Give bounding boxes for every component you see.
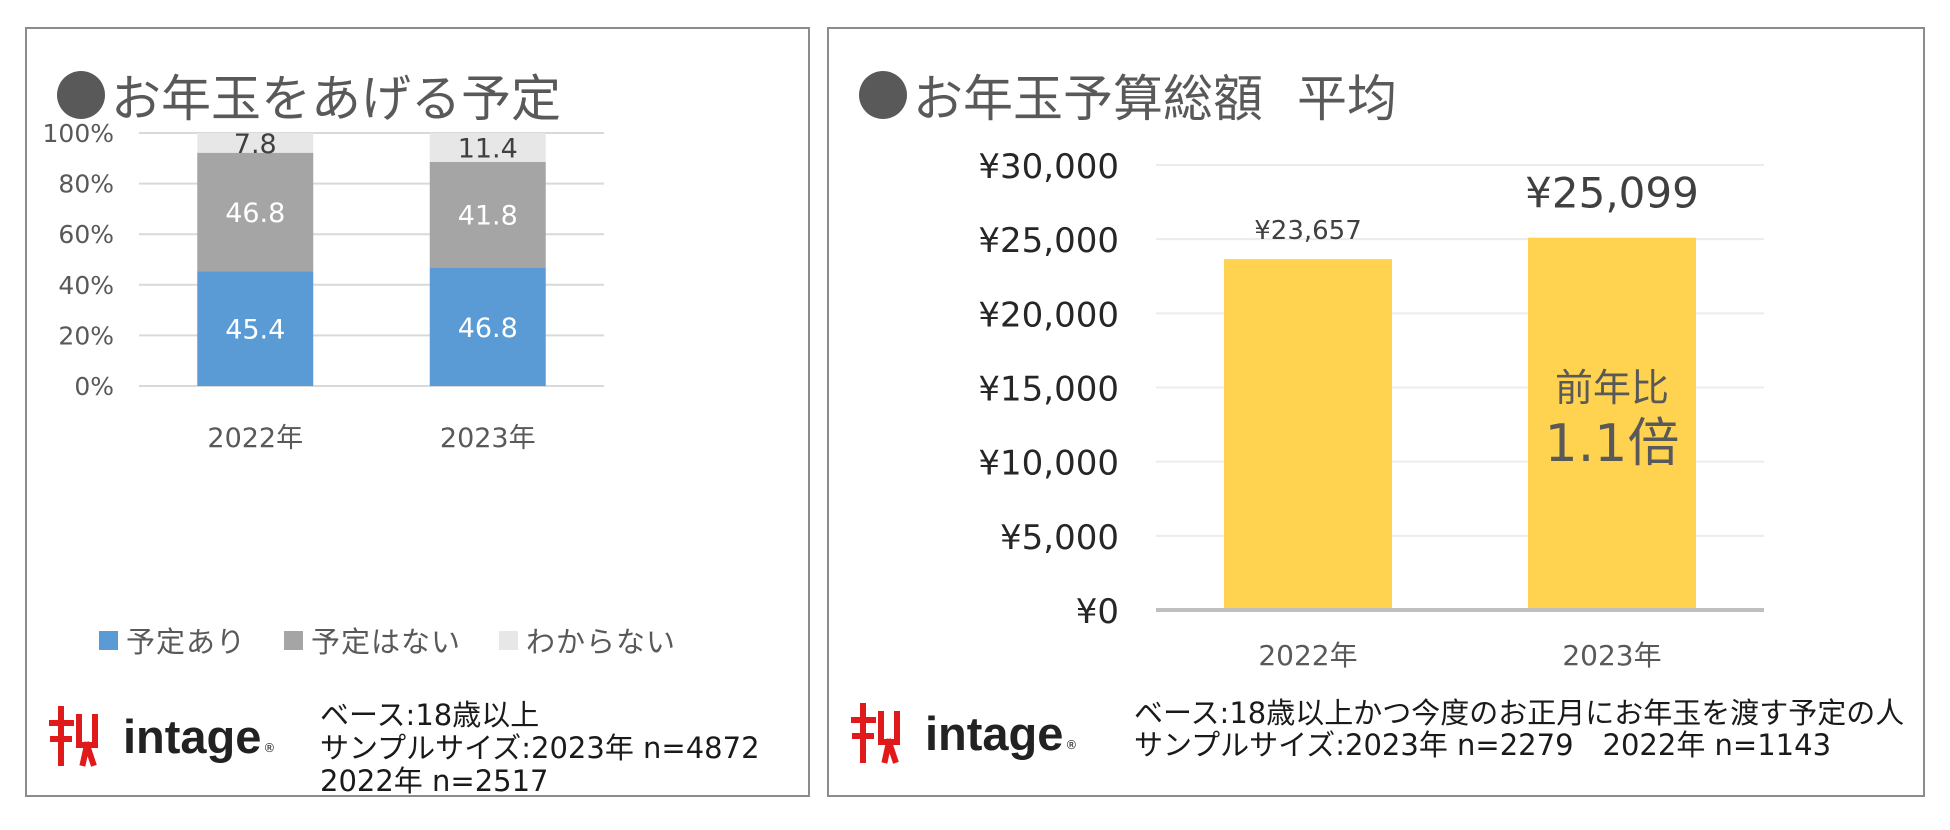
legend-item: 予定あり (99, 619, 246, 661)
x-tick-label: 2023年 (1562, 639, 1661, 672)
note-line: サンプルサイズ:2023年 n=4872 (320, 731, 760, 765)
right-chart-title-suffix: 平均 (1297, 70, 1397, 128)
legend-swatch (99, 630, 118, 650)
y-tick-label: 60% (58, 220, 114, 249)
bar-segment (197, 271, 314, 386)
y-tick-label: ¥0 (1076, 592, 1119, 632)
bar-segment (429, 133, 546, 162)
bar-segment (429, 161, 546, 268)
x-tick-label: 2022年 (1258, 639, 1357, 672)
data-label: 46.8 (458, 313, 518, 344)
ratio-label: 前年比 (1555, 366, 1669, 410)
data-label: 7.8 (234, 129, 277, 160)
bar-segment (197, 133, 314, 153)
y-tick-label: ¥10,000 (978, 444, 1119, 484)
x-tick-label: 2022年 (207, 423, 303, 454)
right-chart-title: お年玉予算総額 平均 (859, 59, 1397, 131)
left-chart-title-text: お年玉をあげる予定 (111, 70, 561, 128)
budget-bar-chart: ¥0 ¥5,000 ¥10,000 ¥15,000 ¥20,000 ¥25,000 ¥30,… (978, 147, 1764, 672)
chart-legend: 予定あり 予定はない わからない (99, 619, 714, 661)
note-line: 2022年 n=2517 (320, 764, 549, 798)
y-tick-label: 100% (43, 119, 114, 148)
bullet-dot-icon (57, 71, 105, 119)
data-label: 11.4 (458, 133, 518, 164)
y-tick-label: 40% (58, 271, 114, 300)
data-label: 41.8 (458, 201, 518, 232)
legend-swatch (499, 630, 519, 650)
intage-logo-text: intage (925, 706, 1064, 760)
legend-label: 予定はない (311, 625, 462, 659)
y-tick-label: 20% (58, 321, 114, 350)
intage-figure-icon (49, 706, 98, 767)
bar (1224, 259, 1392, 610)
right-sample-note: ベース:18歳以上かつ今度のお正月にお年玉を渡す予定の人 サンプルサイズ:202… (1134, 697, 1904, 761)
note-line: ベース:18歳以上 (320, 698, 540, 732)
ratio-value: 1.1倍 (1545, 414, 1680, 474)
intage-logo: intage ® (851, 702, 1077, 764)
right-chart-title-text: お年玉予算総額 (913, 70, 1263, 128)
data-label: 46.8 (225, 198, 285, 229)
stacked-bar-chart: 0% 20% 40% 60% 80% 100% 45.4 46.8 7.8 2022年 46.8 41… (43, 119, 604, 454)
intage-figure-icon (851, 703, 900, 764)
bar-segment (197, 152, 314, 272)
legend-swatch (284, 630, 304, 650)
x-tick-label: 2023年 (440, 423, 536, 454)
legend-label: 予定あり (126, 625, 247, 659)
left-chart-panel: お年玉をあげる予定 0% 20% 40% 60% 80% 100% 45.4 46.8 7.8 2… (25, 27, 810, 798)
y-tick-label: 80% (58, 170, 114, 199)
data-label: ¥25,099 (1525, 169, 1699, 218)
bar (1528, 237, 1696, 610)
bullet-dot-icon (859, 71, 907, 119)
left-sample-note: ベース:18歳以上 サンプルサイズ:2023年 n=4872 2022年 n=2… (320, 699, 760, 798)
bar-segment (429, 267, 546, 386)
intage-logo-text: intage (123, 709, 262, 763)
y-tick-label: ¥5,000 (1000, 518, 1119, 558)
y-tick-label: 0% (74, 372, 114, 401)
legend-item: 予定はない (284, 619, 461, 661)
note-line: ベース:18歳以上かつ今度のお正月にお年玉を渡す予定の人 (1134, 696, 1905, 730)
intage-logo: intage ® (49, 705, 275, 767)
legend-item: わからない (499, 619, 676, 661)
right-chart-panel: お年玉予算総額 平均 ¥0 ¥5,000 ¥10,000 ¥15,000 ¥20,000… (827, 27, 1925, 797)
data-label: ¥23,657 (1254, 216, 1362, 246)
legend-label: わからない (526, 625, 677, 659)
y-tick-label: ¥30,000 (978, 147, 1119, 187)
left-chart-title: お年玉をあげる予定 (57, 59, 561, 131)
y-tick-label: ¥20,000 (978, 295, 1119, 335)
y-tick-label: ¥25,000 (978, 221, 1119, 261)
data-label: 45.4 (225, 315, 285, 346)
note-line: サンプルサイズ:2023年 n=2279 2022年 n=1143 (1134, 728, 1832, 762)
y-tick-label: ¥15,000 (978, 370, 1119, 410)
